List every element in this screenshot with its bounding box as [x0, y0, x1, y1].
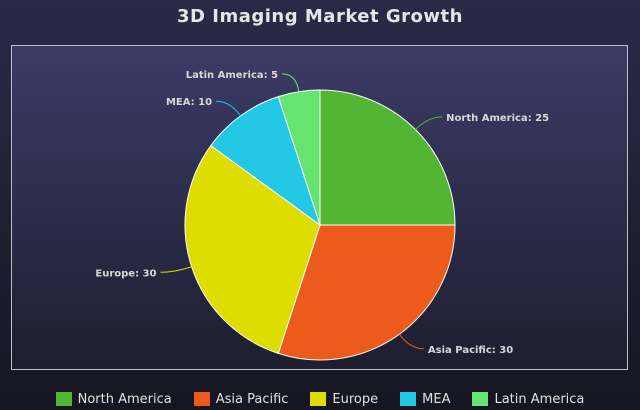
data-label-north-america: North America: 25 [446, 113, 549, 124]
legend-label: North America [77, 391, 172, 407]
legend-swatch [193, 392, 210, 406]
leader-line-europe [160, 266, 192, 273]
leader-line-asia-pacific [398, 333, 424, 350]
pie-slice-north-america[interactable] [319, 89, 456, 226]
pie-slice-europe[interactable] [184, 144, 321, 355]
legend-label: Latin America [494, 391, 585, 407]
pie-slice-latin-america[interactable] [277, 89, 321, 226]
leader-line-latin-america [282, 73, 300, 92]
legend-item-asia-pacific[interactable]: Asia Pacific [193, 391, 289, 407]
legend: North America Asia Pacific Europe MEA La… [0, 389, 640, 409]
legend-item-latin-america[interactable]: Latin America [472, 392, 584, 407]
legend-item-north-america[interactable]: North America [55, 391, 172, 407]
data-label-asia-pacific: Asia Pacific: 30 [428, 345, 513, 356]
data-label-europe: Europe: 30 [95, 268, 156, 279]
legend-item-mea[interactable]: MEA [400, 392, 450, 407]
legend-item-europe[interactable]: Europe [310, 392, 378, 407]
data-label-latin-america: Latin America: 5 [186, 70, 278, 81]
pie-slice-asia-pacific[interactable] [277, 224, 456, 361]
legend-swatch [55, 392, 72, 406]
legend-label: Europe [332, 391, 379, 407]
legend-label: MEA [422, 391, 451, 407]
legend-swatch [310, 392, 327, 406]
legend-swatch [472, 392, 489, 406]
leader-line-north-america [415, 116, 443, 130]
leader-line-mea [216, 100, 242, 117]
data-label-mea: MEA: 10 [166, 97, 212, 108]
legend-swatch [400, 392, 417, 406]
pie-slice-mea[interactable] [210, 95, 321, 227]
chart-title: 3D Imaging Market Growth [177, 6, 463, 27]
legend-label: Asia Pacific [215, 391, 289, 407]
